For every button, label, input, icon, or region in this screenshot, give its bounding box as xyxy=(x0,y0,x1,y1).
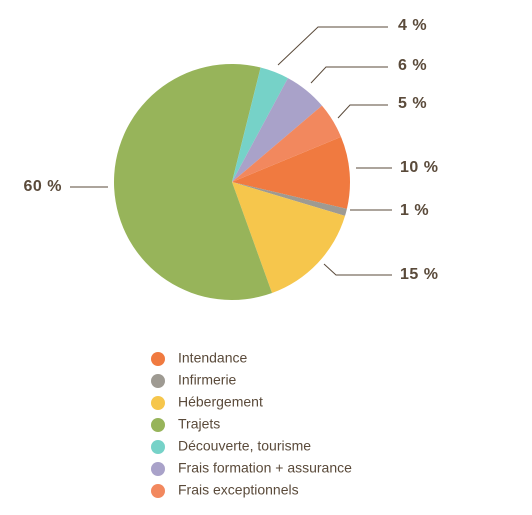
pie-slice xyxy=(114,64,273,300)
legend-label: Frais formation + assurance xyxy=(178,460,352,476)
legend-label: Intendance xyxy=(178,350,247,366)
legend-label: Découverte, tourisme xyxy=(178,438,311,454)
leader-line xyxy=(310,66,388,84)
leader-line xyxy=(323,263,392,276)
legend-marker xyxy=(151,374,165,388)
value-label: 1 % xyxy=(400,202,429,219)
legend-label: Frais exceptionnels xyxy=(178,482,299,498)
legend-marker xyxy=(151,462,165,476)
pie-slice xyxy=(232,182,346,294)
pie-slice xyxy=(232,182,347,216)
value-label: 60 % xyxy=(24,178,62,195)
legend-marker xyxy=(151,440,165,454)
pie-slice xyxy=(232,78,322,182)
legend-marker xyxy=(151,484,165,498)
leader-line xyxy=(277,26,388,66)
legend-marker xyxy=(151,396,165,410)
pie-slice xyxy=(232,105,342,182)
legend-marker xyxy=(151,352,165,366)
value-label: 4 % xyxy=(398,17,427,34)
value-label: 10 % xyxy=(400,159,438,176)
pie-slice xyxy=(232,67,288,182)
legend-marker xyxy=(151,418,165,432)
legend-label: Hébergement xyxy=(178,394,263,410)
legend-label: Infirmerie xyxy=(178,372,237,388)
value-label: 5 % xyxy=(398,95,427,112)
value-label: 6 % xyxy=(398,57,427,74)
pie-slice xyxy=(232,136,350,209)
value-label: 15 % xyxy=(400,266,438,283)
leader-line xyxy=(337,104,388,119)
legend-label: Trajets xyxy=(178,416,220,432)
